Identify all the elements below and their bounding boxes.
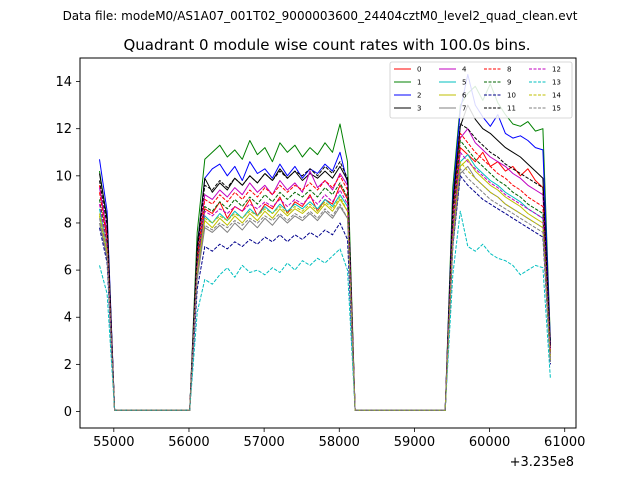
legend-frame <box>389 61 573 119</box>
legend-label-10: 10 <box>507 92 516 100</box>
y-tick-label: 14 <box>55 75 72 90</box>
legend-label-11: 11 <box>507 105 516 113</box>
x-axis-offset-label: +3.235e8 <box>510 455 574 470</box>
legend-label-1: 1 <box>417 79 421 87</box>
y-tick-label: 2 <box>64 358 72 373</box>
x-tick-label: 61000 <box>544 435 585 450</box>
y-axis: 0 2 4 6 8 10 12 14 <box>55 75 80 420</box>
legend-label-7: 7 <box>462 105 466 113</box>
series-layer <box>99 74 551 411</box>
legend-label-15: 15 <box>552 105 561 113</box>
plot-area-frame <box>79 57 577 429</box>
legend-label-8: 8 <box>507 66 511 74</box>
legend-label-2: 2 <box>417 92 421 100</box>
legend-label-0: 0 <box>417 66 421 74</box>
x-tick-label: 60000 <box>469 435 510 450</box>
legend-label-12: 12 <box>552 66 561 74</box>
y-tick-label: 4 <box>64 311 72 326</box>
legend-label-3: 3 <box>417 105 421 113</box>
x-tick-label: 57000 <box>243 435 284 450</box>
series-line-8 <box>99 132 551 411</box>
y-tick-label: 0 <box>64 405 72 420</box>
series-line-15 <box>99 168 551 411</box>
legend-label-13: 13 <box>552 79 561 87</box>
x-tick-label: 56000 <box>168 435 209 450</box>
legend-label-14: 14 <box>552 92 561 100</box>
x-tick-label: 59000 <box>394 435 435 450</box>
legend-label-9: 9 <box>507 79 511 87</box>
x-tick-label: 58000 <box>319 435 360 450</box>
figure-suptitle: Data file: modeM0/AS1A07_001T02_90000036… <box>63 9 578 23</box>
series-line-10 <box>99 175 551 411</box>
chart-title: Quadrant 0 module wise count rates with … <box>123 36 530 54</box>
legend-label-4: 4 <box>462 66 467 74</box>
y-tick-label: 8 <box>64 216 72 231</box>
y-tick-label: 10 <box>55 169 72 184</box>
y-tick-label: 6 <box>64 264 72 279</box>
legend-label-5: 5 <box>462 79 466 87</box>
x-tick-label: 55000 <box>93 435 134 450</box>
legend-label-6: 6 <box>462 92 467 100</box>
x-axis: 55000 56000 57000 58000 59000 60000 61000 <box>93 428 585 450</box>
y-tick-label: 12 <box>55 122 72 137</box>
